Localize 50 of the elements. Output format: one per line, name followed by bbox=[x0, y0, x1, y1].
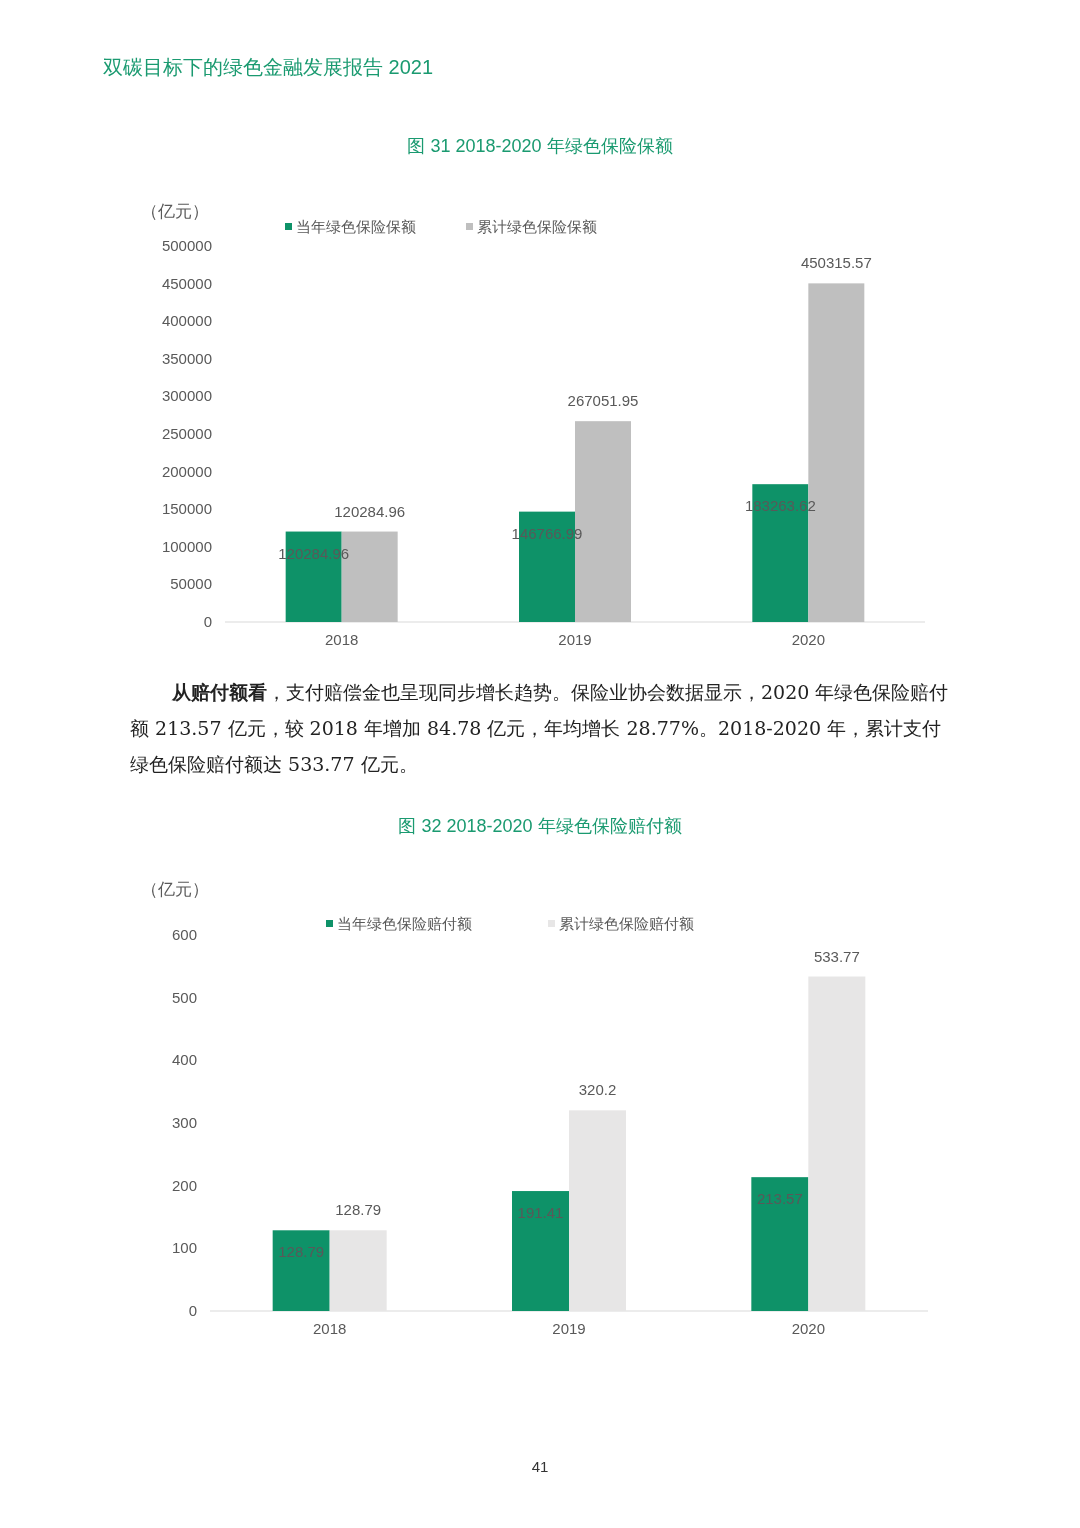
y-tick-label: 450000 bbox=[161, 274, 212, 292]
bar bbox=[329, 1230, 387, 1311]
bar bbox=[808, 976, 866, 1311]
legend-label: 当年绿色保险保额 bbox=[296, 218, 416, 235]
text: 双碳目标下的绿色金融发展报告 2021 bbox=[103, 56, 434, 78]
data-label: 120284.96 bbox=[334, 502, 406, 520]
y-axis-title: （亿元） bbox=[141, 880, 209, 899]
y-tick-label: 0 bbox=[203, 613, 212, 630]
bar bbox=[751, 1177, 809, 1311]
y-tick-label: 100000 bbox=[161, 537, 212, 555]
x-tick-label: 2019 bbox=[552, 1320, 586, 1337]
data-label: 128.79 bbox=[335, 1201, 382, 1219]
bar bbox=[512, 1191, 569, 1311]
y-tick-label: 400 bbox=[171, 1051, 197, 1069]
y-tick-label: 500000 bbox=[161, 237, 212, 254]
legend-label: 累计绿色保险保额 bbox=[477, 218, 597, 235]
y-tick-label: 600 bbox=[171, 926, 197, 943]
y-tick-label: 250000 bbox=[161, 425, 212, 442]
chart-title: 图 31 2018-2020 年绿色保险保额 bbox=[407, 136, 673, 156]
data-label: 533.77 bbox=[813, 947, 860, 965]
data-label: 320.2 bbox=[578, 1081, 617, 1099]
y-axis-title: （亿元） bbox=[141, 202, 209, 221]
x-tick-label: 2020 bbox=[791, 1320, 826, 1337]
data-label: 450315.57 bbox=[800, 254, 872, 272]
text: 从赔付额看，支付赔偿金也呈现同步增长趋势。保险业协会数据显示，2020 年绿色保险赔付额 213.57 亿元，较 2018 年增加 84.78 亿元，年均增长 28.77%。2018-2020 年，累计支付绿色保险赔付额达 533.77 亿元。 bbox=[130, 680, 950, 777]
y-tick-label: 100 bbox=[171, 1239, 197, 1257]
y-tick-label: 150000 bbox=[161, 500, 212, 518]
y-tick-label: 200000 bbox=[161, 462, 212, 480]
y-tick-label: 200 bbox=[171, 1176, 197, 1194]
x-tick-label: 2018 bbox=[324, 631, 359, 648]
bar bbox=[272, 1230, 330, 1311]
y-tick-label: 300000 bbox=[161, 387, 212, 405]
text: 41 bbox=[531, 1458, 549, 1475]
data-label: 213.57 bbox=[756, 1190, 803, 1208]
legend-label: 累计绿色保险赔付额 bbox=[559, 915, 694, 932]
y-tick-label: 300 bbox=[171, 1114, 197, 1131]
data-label: 128.79 bbox=[278, 1243, 325, 1261]
x-tick-label: 2019 bbox=[558, 631, 592, 648]
data-label: 191.41 bbox=[517, 1204, 564, 1222]
x-tick-label: 2020 bbox=[791, 631, 826, 648]
bar bbox=[569, 1110, 626, 1311]
y-tick-label: 50000 bbox=[170, 575, 212, 593]
x-tick-label: 2018 bbox=[312, 1320, 347, 1337]
legend-label: 当年绿色保险赔付额 bbox=[337, 915, 472, 932]
chart-title: 图 32 2018-2020 年绿色保险赔付额 bbox=[398, 816, 682, 836]
y-tick-label: 350000 bbox=[161, 349, 212, 367]
y-tick-label: 0 bbox=[188, 1302, 197, 1319]
y-tick-label: 400000 bbox=[161, 312, 212, 330]
data-label: 267051.95 bbox=[567, 392, 639, 410]
y-tick-label: 500 bbox=[171, 988, 197, 1006]
